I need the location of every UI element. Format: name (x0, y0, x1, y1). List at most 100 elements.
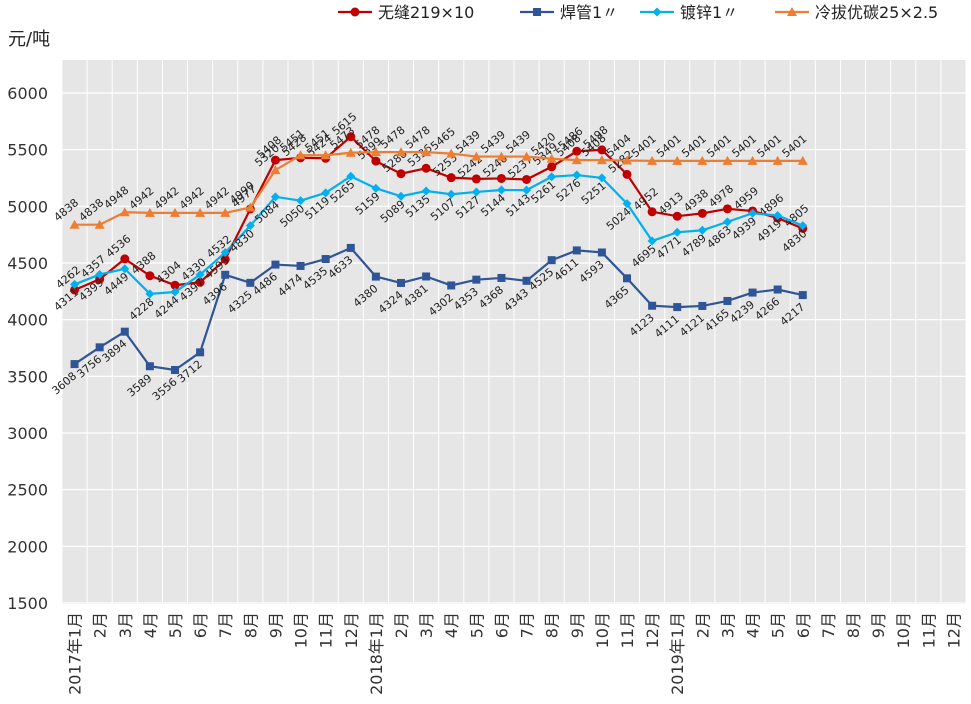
point (673, 303, 682, 312)
point (371, 183, 381, 193)
point (647, 236, 657, 246)
x-tick-label: 4月 (442, 612, 461, 638)
point (497, 273, 506, 282)
point (145, 362, 154, 371)
point (119, 207, 130, 217)
point (421, 163, 431, 173)
point (697, 225, 707, 235)
point (345, 147, 356, 157)
legend-label: 镀锌1〃 (680, 3, 738, 22)
point (396, 169, 406, 179)
point (321, 255, 330, 264)
point (95, 274, 105, 284)
series-line (73, 246, 804, 372)
point (798, 291, 807, 300)
point (722, 155, 733, 165)
x-tick-label: 7月 (819, 612, 838, 638)
x-tick-label: 4月 (141, 612, 160, 638)
x-tick-label: 11月 (919, 612, 938, 648)
point (648, 301, 657, 310)
point (571, 155, 582, 165)
point (672, 155, 683, 165)
point (471, 174, 481, 184)
point (370, 147, 381, 157)
point (723, 296, 732, 305)
point (597, 248, 606, 257)
point (220, 254, 230, 264)
x-tick-label: 10月 (292, 612, 311, 648)
point (397, 278, 405, 287)
point (773, 211, 783, 221)
point (496, 151, 507, 161)
x-tick-label: 9月 (869, 612, 888, 638)
x-tick-label: 6月 (191, 612, 210, 638)
point (371, 272, 380, 281)
point (496, 185, 506, 195)
point (446, 173, 456, 183)
point (748, 288, 757, 297)
point (597, 173, 607, 183)
x-tick-label: 7月 (518, 612, 537, 638)
point (95, 269, 105, 279)
x-tick-label: 2017年1月 (66, 612, 85, 695)
point (320, 150, 331, 160)
point (797, 155, 808, 165)
point (221, 270, 230, 279)
legend-marker (533, 8, 541, 16)
x-tick-label: 2月 (693, 612, 712, 638)
point (421, 147, 432, 157)
y-axis-label: 元/吨 (8, 29, 50, 50)
point (672, 227, 682, 237)
x-tick-label: 10月 (894, 612, 913, 648)
x-tick-label: 11月 (618, 612, 637, 648)
x-tick-label: 10月 (593, 612, 612, 648)
point (546, 153, 557, 163)
point (672, 211, 682, 221)
point (597, 145, 607, 155)
point (748, 208, 758, 218)
legend-marker (787, 7, 797, 16)
series-line (74, 151, 803, 226)
point (321, 188, 331, 198)
x-tick-label: 9月 (266, 612, 285, 638)
y-tick-label: 5500 (7, 141, 48, 160)
point (120, 264, 130, 274)
x-tick-label: 2018年1月 (367, 612, 386, 695)
legend-label: 无缝219×10 (378, 3, 474, 22)
point (772, 155, 783, 165)
point (698, 301, 707, 310)
point (697, 155, 708, 165)
x-tick-label: 8月 (241, 612, 260, 638)
point (271, 260, 280, 269)
y-tick-label: 2500 (7, 481, 48, 500)
point (773, 285, 782, 294)
point (422, 272, 431, 281)
point (747, 155, 758, 165)
x-tick-label: 5月 (166, 612, 185, 638)
point (722, 217, 732, 227)
point (623, 274, 631, 283)
point (572, 170, 582, 180)
y-tick-label: 4500 (7, 254, 48, 273)
x-tick-label: 8月 (543, 612, 562, 638)
point (245, 202, 256, 212)
point (522, 276, 531, 285)
point (496, 173, 506, 183)
point (196, 348, 205, 357)
x-tick-label: 7月 (216, 612, 235, 638)
x-tick-label: 5月 (467, 612, 486, 638)
point (471, 187, 481, 197)
point (547, 172, 557, 182)
point (596, 155, 607, 165)
point (195, 207, 206, 217)
point (572, 246, 581, 255)
legend-marker (652, 7, 662, 17)
point (446, 189, 456, 199)
point (170, 207, 180, 217)
series-line (74, 173, 804, 295)
x-tick-label: 12月 (944, 612, 963, 648)
point (270, 192, 280, 202)
x-tick-label: 8月 (844, 612, 863, 638)
y-tick-label: 1500 (7, 594, 48, 613)
